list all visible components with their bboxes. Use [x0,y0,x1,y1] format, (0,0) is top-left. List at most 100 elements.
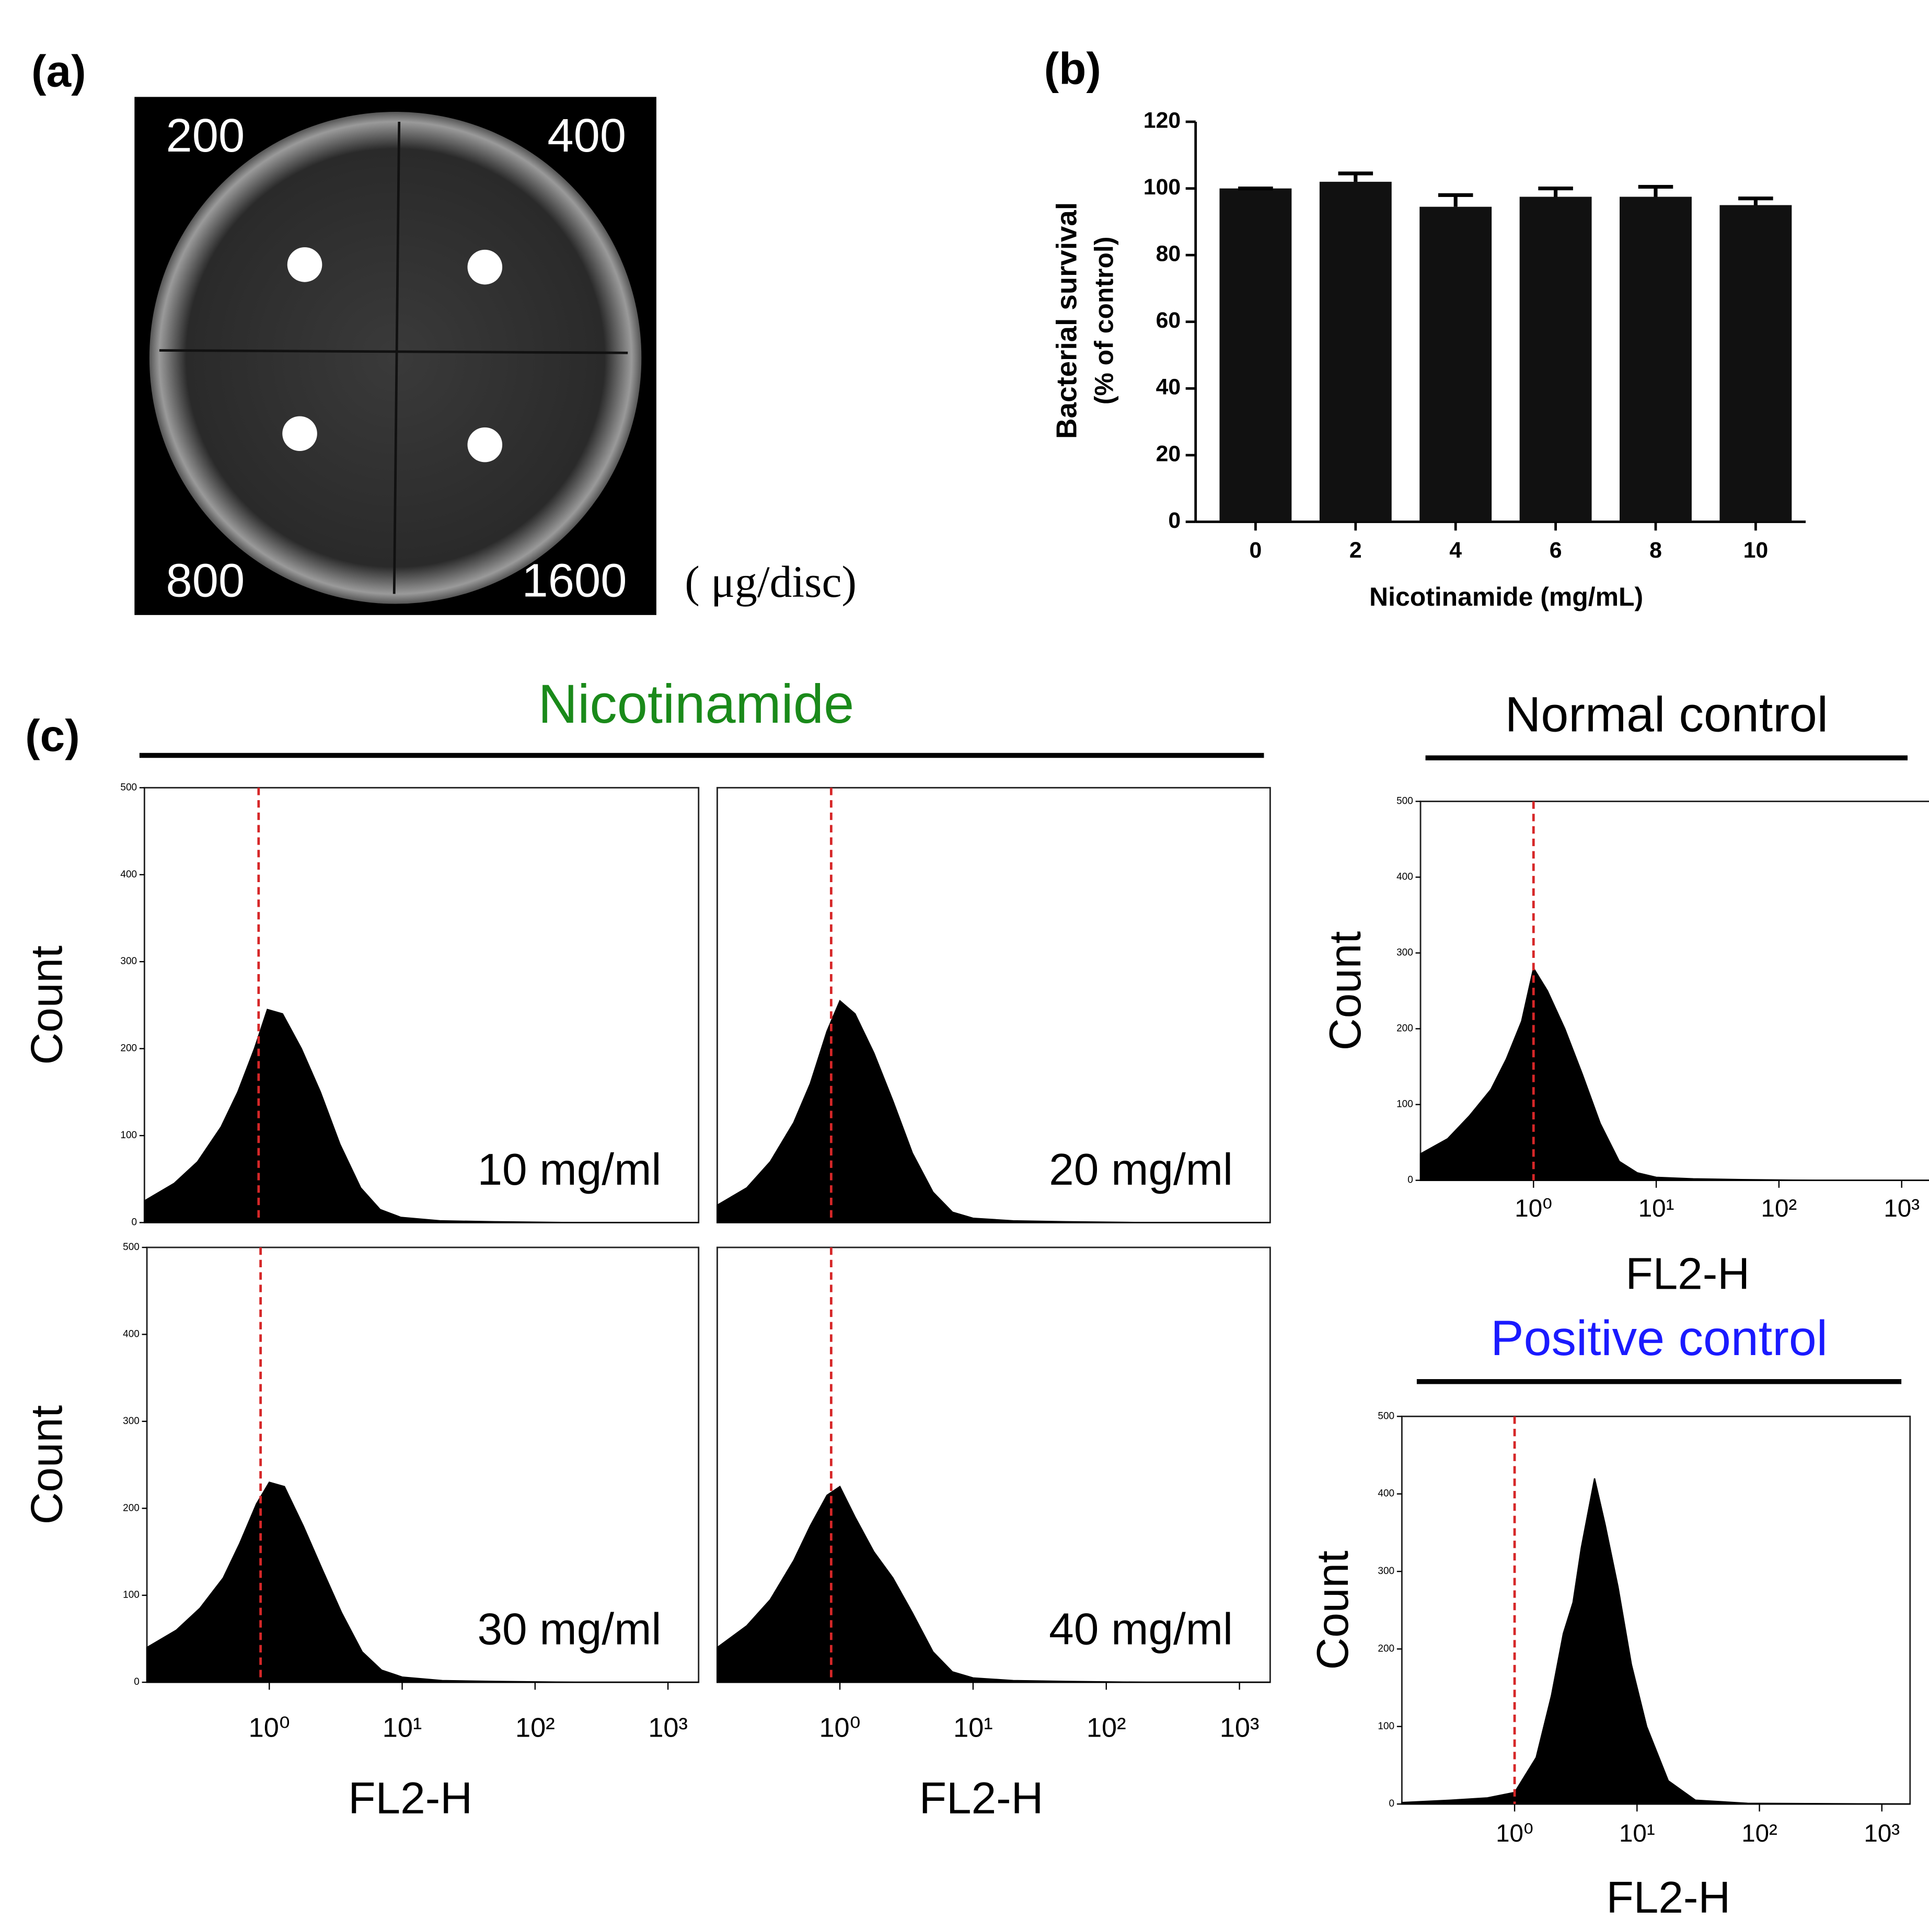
histogram [146,1481,699,1683]
group-title: Nicotinamide [538,674,854,735]
histogram [717,1000,1270,1223]
y-tick-label: 400 [1396,872,1413,883]
panel-label: (c) [25,711,80,761]
x-tick-label: 10³ [1220,1713,1260,1743]
bar [1719,205,1792,522]
annotation: 30 mg/ml [477,1605,661,1655]
y-tick-label: 400 [120,869,137,880]
y-tick-label: 20 [1156,441,1181,466]
plate-photo [134,97,656,615]
y-tick-label: 300 [1378,1566,1394,1577]
histogram [144,1009,699,1223]
error-bar [1438,193,1473,207]
bar [1419,206,1492,522]
chart-title: Positive control [1491,1311,1828,1366]
y-tick-label: 0 [1168,508,1181,533]
x-axis-title: FL2-H [1606,1873,1730,1923]
disc [467,249,503,285]
y-tick-label: 400 [123,1328,140,1339]
y-tick-label: 0 [134,1676,140,1687]
error-bar [1638,184,1673,197]
x-axis-title: FL2-H [348,1774,472,1823]
bar [1519,196,1592,522]
y-tick-label: 200 [123,1502,140,1513]
disc [287,247,322,282]
bar [1219,188,1292,522]
histogram [1419,966,1929,1181]
annotation: 40 mg/ml [1049,1605,1233,1655]
y-axis-title: Count [1308,1551,1358,1670]
chart-title: Normal control [1505,687,1828,742]
y-axis-title: Bacterial survival [1050,202,1083,439]
x-axis-title: FL2-H [919,1774,1044,1823]
plot-frame [1401,1415,1911,1805]
y-tick-label: 40 [1156,375,1181,400]
x-axis-title: Nicotinamide (mg/mL) [1369,582,1643,611]
x-tick-label: 10³ [1864,1820,1900,1847]
y-tick-label: 100 [123,1590,140,1601]
x-tick-label: 2 [1349,538,1362,563]
x-tick-label: 10⁰ [249,1713,290,1743]
y-axis-title: Count [22,945,72,1065]
divider [159,349,628,354]
x-tick-label: 10¹ [383,1713,422,1743]
disc [282,416,317,452]
y-tick-label: 300 [123,1416,140,1427]
plate-label: 200 [166,109,245,162]
y-tick-label: 0 [1407,1175,1413,1186]
x-tick-label: 10² [1741,1820,1777,1847]
y-tick-label: 100 [120,1130,137,1141]
x-tick-label: 10² [1087,1713,1126,1743]
plate-label: 800 [166,554,245,607]
x-tick-label: 8 [1649,538,1662,563]
y-axis-title: Count [1321,931,1370,1051]
error-bar [1538,187,1573,197]
x-tick-label: 10¹ [953,1713,993,1743]
y-tick-label: 400 [1378,1488,1394,1499]
annotation: 10 mg/ml [477,1145,661,1195]
x-tick-label: 10¹ [1619,1820,1655,1847]
y-tick-label: 100 [1396,1099,1413,1110]
x-tick-label: 0 [1250,538,1262,563]
x-axis-title: FL2-H [1625,1250,1750,1299]
y-tick-label: 300 [1396,947,1413,958]
y-tick-label: 120 [1143,108,1181,133]
y-tick-label: 500 [123,1242,140,1253]
y-tick-label: 500 [120,782,137,793]
x-tick-label: 10⁰ [1515,1195,1552,1222]
x-tick-label: 10⁰ [1496,1820,1533,1847]
panel-label: (b) [1044,44,1101,94]
y-tick-label: 100 [1378,1721,1394,1732]
y-tick-label: 200 [1396,1023,1413,1034]
annotation: 20 mg/ml [1049,1145,1233,1195]
y-tick-label: 0 [1389,1798,1395,1809]
y-tick-label: 200 [1378,1643,1394,1654]
y-tick-label: 500 [1396,795,1413,806]
x-tick-label: 10² [1761,1195,1797,1222]
x-tick-label: 10² [515,1713,555,1743]
x-tick-label: 4 [1449,538,1462,563]
x-tick-label: 10³ [648,1713,688,1743]
x-tick-label: 10⁰ [819,1713,860,1743]
disc [467,427,503,462]
y-tick-label: 200 [120,1043,137,1054]
x-tick-label: 10³ [1884,1195,1920,1222]
y-axis-title: Count [22,1405,72,1525]
plate-label: 400 [547,109,626,162]
panel-label: (a) [31,47,86,96]
y-axis-title: (% of control) [1090,237,1119,405]
y-tick-label: 500 [1378,1410,1394,1421]
histogram [1401,1478,1910,1805]
y-tick-label: 100 [1143,175,1181,200]
divider [392,121,401,594]
x-tick-label: 10¹ [1638,1195,1674,1222]
bar [1319,181,1392,522]
x-tick-label: 6 [1550,538,1562,563]
bar [1620,196,1692,522]
x-tick-label: 10 [1743,538,1769,563]
histogram [717,1485,1270,1683]
error-bar [1738,196,1773,205]
y-tick-label: 80 [1156,241,1181,266]
plate-unit: ( μg/disc) [685,557,857,607]
error-bar [1338,171,1373,182]
